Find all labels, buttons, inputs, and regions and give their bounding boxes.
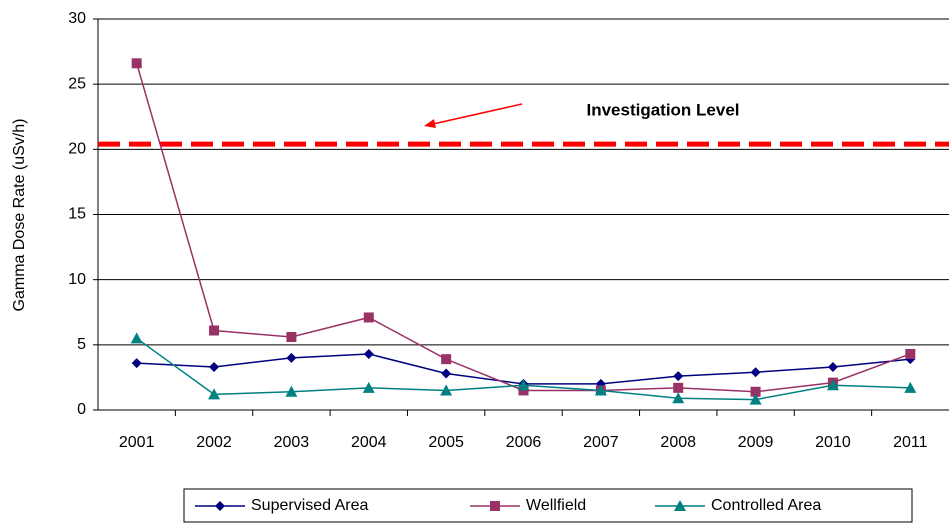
legend-label: Wellfield [526, 497, 586, 514]
y-axis-title: Gamma Dose Rate (uSv/h) [11, 119, 28, 312]
marker [286, 352, 297, 363]
y-tick-label: 25 [68, 75, 86, 92]
marker [674, 500, 686, 511]
marker [363, 348, 374, 359]
marker [209, 325, 220, 336]
reference-arrowhead [424, 119, 436, 128]
x-tick-label: 2010 [815, 434, 851, 451]
x-tick-label: 2006 [506, 434, 542, 451]
x-tick-label: 2011 [893, 434, 928, 451]
reference-arrow [432, 103, 523, 125]
x-tick-label: 2001 [119, 434, 155, 451]
x-tick-label: 2003 [274, 434, 310, 451]
legend-box [183, 488, 913, 523]
marker [215, 501, 225, 511]
y-tick-label: 20 [68, 141, 86, 158]
series-line [135, 63, 911, 393]
marker [749, 393, 762, 405]
marker [131, 58, 142, 69]
x-tick-label: 2008 [660, 434, 696, 451]
marker [441, 368, 452, 379]
marker [750, 386, 761, 397]
marker [672, 392, 685, 404]
marker [285, 385, 298, 397]
marker [673, 371, 684, 382]
x-tick-label: 2009 [738, 434, 774, 451]
marker [827, 361, 838, 372]
marker [363, 312, 374, 323]
marker [905, 348, 916, 359]
x-tick-label: 2002 [196, 434, 232, 451]
y-tick-label: 5 [77, 336, 86, 353]
marker [594, 384, 607, 396]
marker [517, 379, 530, 391]
marker [518, 385, 529, 396]
marker [440, 384, 453, 396]
y-tick-label: 0 [77, 401, 86, 418]
marker [362, 381, 375, 393]
legend-label: Supervised Area [251, 497, 369, 514]
legend-label: Controlled Area [711, 497, 821, 514]
marker [826, 379, 839, 391]
marker [904, 381, 917, 393]
x-tick-label: 2004 [351, 434, 387, 451]
marker [130, 332, 143, 344]
marker [441, 354, 452, 365]
x-tick-label: 2005 [428, 434, 464, 451]
x-tick-label: 2007 [583, 434, 619, 451]
reference-label: Investigation Level [586, 100, 739, 119]
marker [208, 388, 221, 400]
marker [673, 382, 684, 393]
marker [490, 501, 500, 511]
marker [286, 332, 297, 343]
marker [209, 361, 220, 372]
marker [750, 367, 761, 378]
marker [131, 358, 142, 369]
y-tick-label: 10 [68, 271, 86, 288]
y-tick-label: 30 [68, 10, 86, 27]
y-tick-label: 15 [68, 206, 86, 223]
